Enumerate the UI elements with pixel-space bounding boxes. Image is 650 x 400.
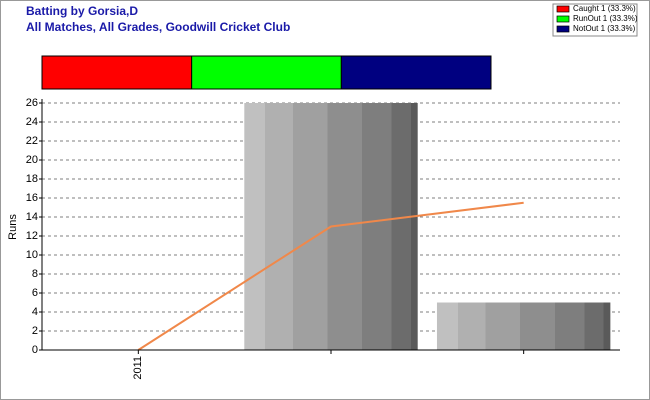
y-tick-label: 0 xyxy=(32,344,38,356)
proportion-segment xyxy=(191,55,342,90)
chart-subtitle: All Matches, All Grades, Goodwill Cricke… xyxy=(26,20,290,34)
legend-swatch xyxy=(556,15,570,23)
legend-swatch xyxy=(556,5,570,13)
x-tick-label: 2011 xyxy=(132,356,144,380)
y-tick-label: 18 xyxy=(26,173,38,185)
y-tick-label: 22 xyxy=(26,135,38,147)
y-tick-label: 14 xyxy=(26,211,38,223)
legend-label: Caught 1 (33.3%) xyxy=(573,4,636,13)
legend-swatch xyxy=(556,25,570,33)
y-tick-label: 20 xyxy=(26,154,38,166)
y-tick-label: 10 xyxy=(26,249,38,261)
chart-title: Batting by Gorsia,D xyxy=(26,4,138,18)
y-tick-label: 16 xyxy=(26,192,38,204)
bar xyxy=(436,302,611,350)
proportion-segment xyxy=(41,55,193,90)
y-axis-label: Runs xyxy=(7,214,19,240)
y-tick-label: 4 xyxy=(32,306,38,318)
y-tick-label: 26 xyxy=(26,97,38,109)
y-tick-label: 24 xyxy=(26,116,38,128)
legend-label: RunOut 1 (33.3%) xyxy=(573,14,638,23)
legend-label: NotOut 1 (33.3%) xyxy=(573,24,636,33)
y-tick-label: 2 xyxy=(32,325,38,337)
line-series xyxy=(137,201,524,351)
y-tick-label: 12 xyxy=(26,230,38,242)
y-tick-label: 6 xyxy=(32,287,38,299)
proportion-segment xyxy=(340,55,492,90)
y-tick-label: 8 xyxy=(32,268,38,280)
